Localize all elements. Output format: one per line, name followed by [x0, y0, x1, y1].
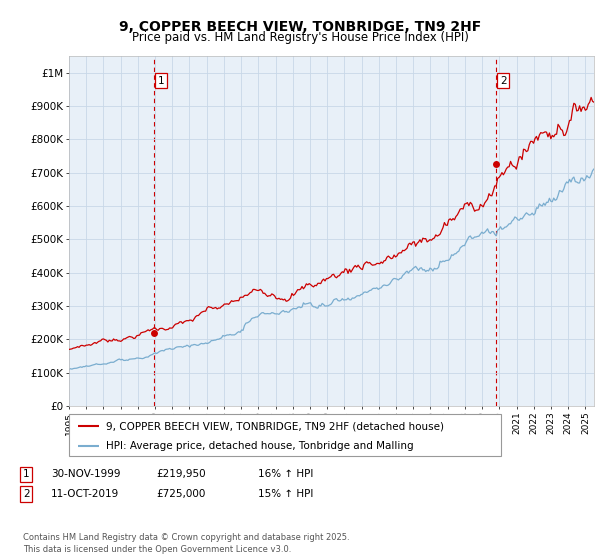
Text: £725,000: £725,000 — [156, 489, 205, 499]
Text: 1: 1 — [158, 76, 164, 86]
Text: 1: 1 — [23, 469, 29, 479]
Text: 9, COPPER BEECH VIEW, TONBRIDGE, TN9 2HF: 9, COPPER BEECH VIEW, TONBRIDGE, TN9 2HF — [119, 20, 481, 34]
Text: £219,950: £219,950 — [156, 469, 206, 479]
Text: Contains HM Land Registry data © Crown copyright and database right 2025.
This d: Contains HM Land Registry data © Crown c… — [23, 533, 349, 554]
Text: 11-OCT-2019: 11-OCT-2019 — [51, 489, 119, 499]
Text: 15% ↑ HPI: 15% ↑ HPI — [258, 489, 313, 499]
Text: 16% ↑ HPI: 16% ↑ HPI — [258, 469, 313, 479]
Text: Price paid vs. HM Land Registry's House Price Index (HPI): Price paid vs. HM Land Registry's House … — [131, 31, 469, 44]
Text: 30-NOV-1999: 30-NOV-1999 — [51, 469, 121, 479]
Text: 2: 2 — [500, 76, 506, 86]
Text: HPI: Average price, detached house, Tonbridge and Malling: HPI: Average price, detached house, Tonb… — [106, 441, 413, 451]
Text: 9, COPPER BEECH VIEW, TONBRIDGE, TN9 2HF (detached house): 9, COPPER BEECH VIEW, TONBRIDGE, TN9 2HF… — [106, 421, 444, 431]
Text: 2: 2 — [23, 489, 29, 499]
